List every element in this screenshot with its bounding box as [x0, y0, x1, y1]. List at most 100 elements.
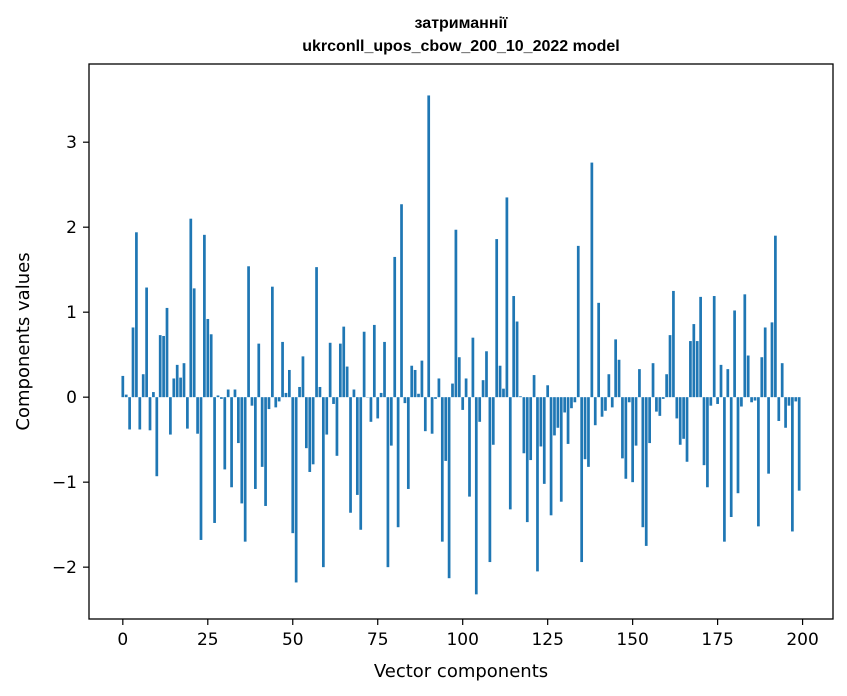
bar-69: [355, 397, 359, 495]
bar-41: [260, 397, 264, 467]
bar-98: [454, 229, 458, 398]
bar-36: [243, 397, 247, 542]
bar-174: [712, 296, 716, 398]
bar-117: [519, 396, 522, 398]
bar-6: [141, 374, 145, 398]
bar-105: [478, 397, 482, 422]
bar-111: [498, 365, 502, 398]
bar-149: [627, 397, 631, 403]
bar-145: [614, 339, 618, 398]
bar-44: [271, 286, 274, 398]
bar-59: [321, 397, 325, 568]
bar-95: [444, 397, 448, 461]
bar-157: [655, 397, 658, 412]
y-tick-label: 2: [66, 218, 77, 238]
bar-135: [580, 397, 584, 563]
bar-30: [223, 397, 227, 470]
bar-26: [209, 334, 213, 398]
bar-43: [267, 397, 271, 410]
bar-176: [719, 364, 723, 398]
bar-175: [716, 397, 719, 404]
bar-129: [559, 397, 563, 502]
bar-131: [566, 397, 570, 444]
bar-82: [400, 204, 403, 398]
bar-5: [138, 397, 142, 430]
bar-160: [665, 374, 668, 398]
bar-161: [668, 335, 672, 398]
bar-177: [723, 397, 726, 542]
y-tick-label: −2: [52, 558, 77, 578]
chart-title: затриманнії: [415, 15, 508, 32]
y-axis: −2 −1 0 1 2 3: [52, 133, 89, 578]
x-tick-label: 100: [446, 630, 478, 650]
bar-196: [787, 397, 791, 406]
bar-32: [230, 397, 233, 488]
bar-164: [678, 397, 682, 445]
bar-147: [621, 397, 624, 459]
bar-134: [576, 245, 580, 398]
plot-frame: [88, 63, 834, 620]
bar-9: [152, 392, 155, 398]
bar-76: [379, 392, 383, 398]
bar-37: [247, 266, 250, 398]
bar-165: [682, 397, 685, 439]
bar-13: [165, 307, 169, 398]
y-tick-label: 3: [66, 133, 77, 153]
bar-79: [389, 397, 393, 446]
bar-81: [396, 397, 400, 528]
bar-12: [162, 335, 165, 398]
bar-96: [447, 397, 451, 579]
bar-108: [488, 397, 492, 563]
bar-140: [597, 302, 601, 398]
bar-90: [427, 95, 431, 398]
bar-58: [318, 386, 322, 398]
bar-63: [335, 397, 339, 456]
bar-61: [328, 342, 332, 398]
bar-45: [274, 397, 278, 408]
bar-169: [695, 341, 699, 398]
bar-195: [784, 397, 787, 428]
bar-170: [699, 296, 702, 398]
bar-38: [250, 397, 254, 406]
y-tick-label: 0: [66, 388, 77, 408]
bar-192: [774, 235, 777, 398]
bar-114: [508, 397, 512, 510]
bar-67: [349, 397, 352, 513]
bar-127: [553, 397, 556, 436]
bar-31: [226, 389, 230, 398]
x-tick-label: 25: [197, 630, 219, 650]
bar-91: [430, 397, 434, 434]
bar-97: [451, 383, 454, 398]
bar-142: [604, 397, 607, 411]
bar-87: [417, 393, 420, 398]
bar-106: [481, 380, 485, 398]
bar-180: [733, 310, 736, 398]
bar-23: [199, 397, 203, 540]
bar-150: [631, 397, 634, 483]
bar-83: [403, 397, 407, 404]
bar-73: [369, 397, 373, 422]
bar-109: [491, 397, 495, 445]
bar-94: [440, 397, 444, 542]
bar-92: [434, 397, 437, 399]
bar-85: [410, 365, 414, 398]
bar-146: [617, 359, 621, 398]
bar-118: [522, 397, 526, 454]
bars-group: [121, 95, 801, 595]
bar-39: [254, 397, 257, 489]
bar-15: [172, 378, 176, 398]
bar-11: [158, 335, 162, 398]
x-tick-label: 0: [117, 630, 128, 650]
bar-141: [600, 397, 604, 417]
bar-167: [689, 341, 692, 398]
bar-173: [709, 397, 713, 406]
bar-171: [702, 397, 706, 466]
bar-156: [651, 363, 655, 398]
bar-155: [648, 397, 651, 444]
bar-162: [672, 290, 675, 398]
bar-68: [352, 389, 356, 398]
bar-2: [128, 397, 131, 430]
bar-158: [658, 397, 662, 416]
bar-143: [607, 374, 611, 398]
